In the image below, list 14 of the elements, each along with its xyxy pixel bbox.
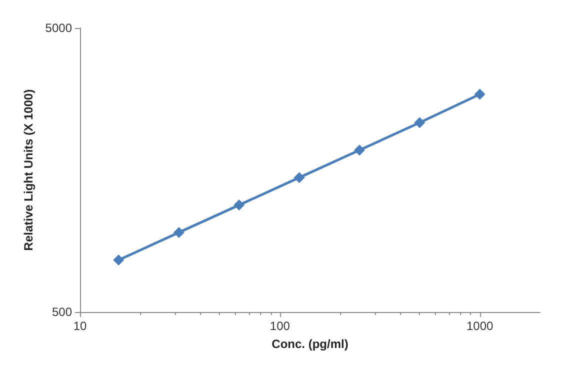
y-axis-title: Relative Light Units (X 1000) [21, 89, 36, 251]
x-tick-label: 10 [73, 319, 87, 333]
point [354, 144, 365, 156]
point [474, 88, 486, 100]
point [414, 117, 426, 128]
x-axis-title: Conc. (pg/ml) [272, 337, 348, 351]
x-tick-label: 100 [270, 319, 290, 333]
point [234, 200, 245, 211]
y-tick-label: 5000 [45, 21, 72, 35]
y-tick-label: 500 [52, 305, 72, 319]
x-tick-label: 1000 [466, 319, 494, 333]
point [294, 172, 305, 184]
point [113, 254, 124, 266]
point [173, 226, 184, 238]
